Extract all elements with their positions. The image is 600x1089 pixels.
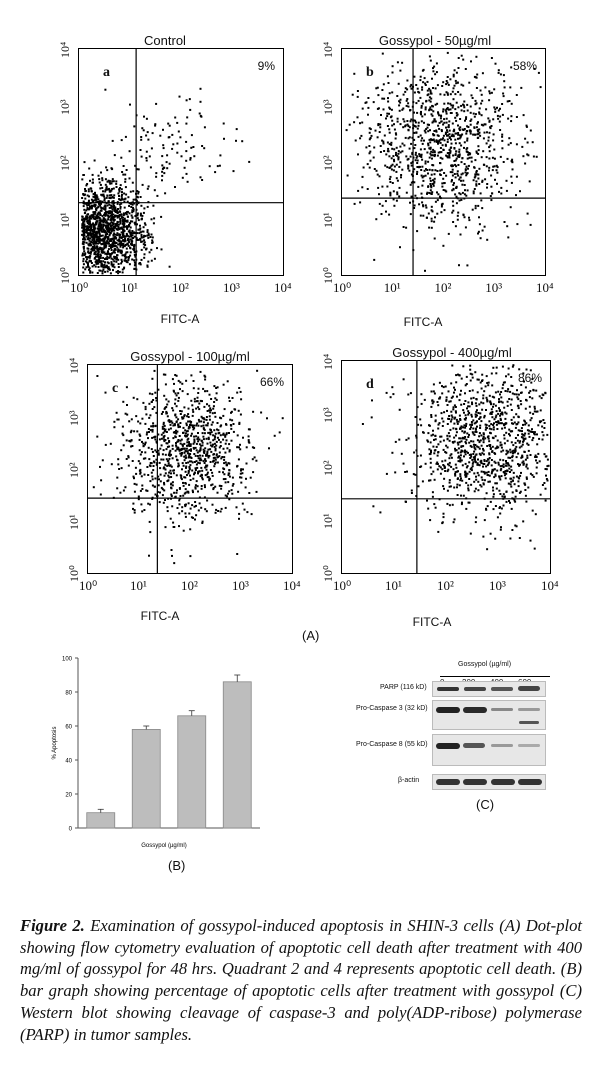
dot-cloud [88, 365, 292, 573]
y-tick-label: 40 [65, 759, 72, 765]
blot-strip-actin [432, 774, 546, 790]
dot-plot-control: a 9% [78, 48, 284, 276]
x-axis-label: FITC-A [140, 609, 180, 623]
y-tick-label: 100 [62, 657, 73, 663]
blot-strip-parp [432, 681, 546, 697]
row-label-caspase8: Pro-Caspase 8 (55 kD) [356, 741, 428, 748]
dot-cloud [342, 49, 545, 275]
y-tick-label: 10² [58, 155, 72, 171]
apoptosis-percent: 66% [259, 375, 284, 389]
y-tick-label: 60 [65, 725, 72, 731]
plot-title: Gossypol - 100µg/ml [130, 349, 250, 364]
y-tick-label: 10¹ [321, 211, 335, 228]
x-axis-label: FITC-A [403, 315, 443, 329]
y-tick-label: 10⁴ [58, 41, 72, 58]
panel-label-c: (C) [476, 797, 495, 812]
panel-letter: d [366, 377, 374, 392]
y-tick-label: 10³ [321, 407, 335, 423]
caption-text: Examination of gossypol-induced apoptosi… [20, 916, 583, 1044]
x-tick-label: 10⁴ [283, 578, 301, 593]
apoptosis-percent: 9% [257, 59, 275, 73]
y-tick-label: 10⁰ [321, 267, 335, 284]
panel-label-a: (A) [302, 628, 320, 643]
x-tick-label: 10² [181, 578, 198, 593]
y-tick-label: 10⁰ [67, 565, 81, 582]
dot-plot-100: c 66% [87, 364, 293, 574]
y-tick-label: 10² [321, 460, 335, 476]
x-tick-label: 10¹ [383, 280, 401, 295]
panel-label-b: (B) [168, 858, 186, 873]
dot-cloud [342, 361, 550, 573]
y-tick-label: 10³ [67, 410, 81, 426]
row-label-actin: β-actin [398, 777, 420, 784]
x-tick-label: 10⁴ [541, 578, 559, 593]
y-tick-label: 10¹ [67, 514, 81, 530]
x-tick-label: 10³ [232, 578, 249, 593]
figure-caption: Figure 2. Examination of gossypol-induce… [20, 915, 582, 1045]
y-tick-label: 10⁴ [321, 41, 335, 58]
x-tick-label: 10⁴ [274, 280, 292, 295]
dot-plot-50: b 58% [341, 48, 546, 276]
bar [222, 681, 252, 829]
dot-cloud [79, 49, 283, 275]
row-label-parp: PARP (116 kD) [380, 684, 427, 691]
y-tick-label: 10³ [58, 98, 72, 115]
y-tick-label: 10⁴ [321, 353, 335, 370]
y-tick-label: 10⁰ [58, 267, 72, 284]
x-axis-label: FITC-A [412, 615, 452, 629]
blot-strip-caspase8 [432, 734, 546, 766]
x-tick-label: 10⁰ [333, 280, 352, 295]
x-tick-label: 10¹ [385, 578, 402, 593]
panel-letter: b [366, 65, 374, 80]
apoptosis-percent: 86% [517, 371, 542, 385]
x-tick-label: 10³ [223, 280, 240, 295]
plot-title: Gossypol - 50µg/ml [378, 33, 492, 48]
x-tick-label: 10³ [489, 578, 506, 593]
x-tick-label: 10¹ [130, 578, 147, 593]
panel-letter: c [112, 381, 119, 396]
x-tick-label: 10² [434, 280, 452, 295]
y-tick-label: 10¹ [58, 211, 72, 228]
x-tick-label: 10⁰ [333, 578, 352, 593]
plot-title: Control [144, 33, 186, 48]
y-tick-label: 10⁴ [67, 357, 81, 374]
y-axis-label: % Apoptosis [52, 726, 58, 759]
caption-lead: Figure 2. [20, 916, 85, 935]
x-axis-label: FITC-A [160, 312, 200, 326]
bar [131, 729, 161, 829]
x-axis-label: Gossypol (µg/ml) [141, 843, 186, 849]
y-tick-label: 10³ [321, 98, 335, 115]
blot-header: Gossypol (µg/ml) [458, 661, 512, 668]
x-tick-label: 10³ [485, 280, 503, 295]
apoptosis-bar-chart: 0 20 40 60 80 100 % Apoptosis Gossypol (µg/ml) [52, 657, 260, 849]
header-rule [440, 676, 550, 677]
row-label-caspase3: Pro-Caspase 3 (32 kD) [356, 705, 428, 712]
dot-plot-400: d 86% [341, 360, 551, 574]
x-tick-label: 10⁴ [536, 280, 554, 295]
apoptosis-percent: 58% [512, 59, 537, 73]
y-tick-label: 10² [67, 462, 81, 478]
x-tick-label: 10⁰ [70, 280, 89, 295]
panel-letter: a [103, 65, 110, 80]
y-tick-label: 10⁰ [321, 565, 335, 582]
x-tick-label: 10² [437, 578, 454, 593]
y-tick-label: 10² [321, 155, 335, 171]
x-tick-label: 10⁰ [79, 578, 98, 593]
y-tick-label: 10¹ [321, 513, 335, 529]
plot-title: Gossypol - 400µg/ml [392, 345, 512, 360]
y-tick-label: 20 [65, 793, 72, 799]
x-tick-label: 10² [172, 280, 189, 295]
y-tick-label: 0 [69, 827, 73, 833]
x-tick-label: 10¹ [121, 280, 138, 295]
y-tick-label: 80 [65, 691, 72, 697]
blot-strip-caspase3 [432, 700, 546, 730]
bar [177, 715, 207, 829]
bar [86, 812, 116, 829]
